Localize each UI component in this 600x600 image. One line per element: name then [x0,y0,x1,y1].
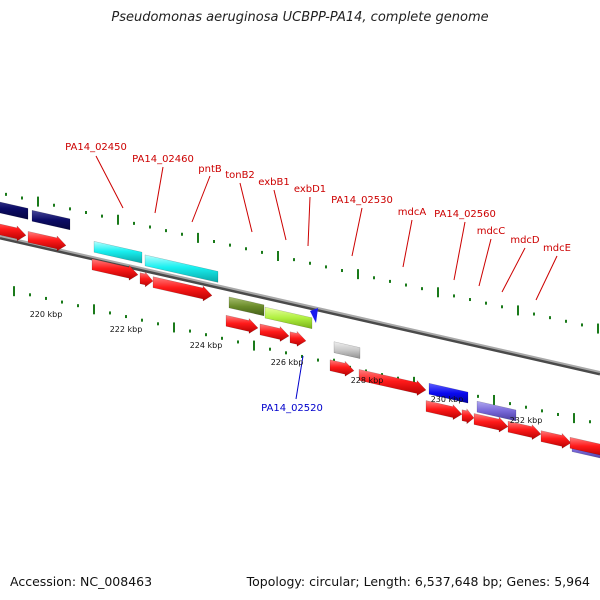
genome-backbone [0,235,600,373]
leader-line [273,189,287,241]
gene-block [93,240,143,264]
scale-label-220: 220 kbp [30,310,63,319]
cds-arrow [289,330,307,347]
leader-line [191,175,211,223]
leader-line [307,196,311,247]
leader-line [501,247,526,293]
gene-label-mdca[interactable]: mdcA [398,207,427,218]
label-leader-lines [95,155,558,400]
gene-block [333,341,361,359]
cds-arrow [329,359,355,377]
cds-arrow [507,420,542,441]
topology-text: Topology: circular; Length: 6,537,648 bp… [246,574,590,589]
accession-text: Accession: NC_008463 [10,574,153,589]
scale-labels: 220 kbp 222 kbp 224 kbp 226 kbp 228 kbp … [30,310,543,425]
gene-label-pa14-02520[interactable]: PA14_02520 [261,403,323,414]
scale-label-224: 224 kbp [190,341,223,350]
leader-line [154,166,164,214]
genome-backbone-shadow [0,236,600,376]
leader-line [535,255,558,301]
cds-arrow [358,369,427,396]
gene-label-pntb[interactable]: pntB [198,164,222,175]
leader-line [453,221,466,281]
cds-arrow [225,314,259,334]
scale-label-228: 228 kbp [351,376,384,385]
scale-label-226: 226 kbp [271,358,304,367]
gene-block [428,382,469,404]
scale-label-230: 230 kbp [431,395,464,404]
cds-arrow [139,271,154,288]
scale-label-222: 222 kbp [110,325,143,334]
highlight-gene-marker[interactable] [310,308,318,323]
cds-arrow [152,276,213,302]
cds-arrow [0,223,27,242]
leader-line [478,238,492,287]
gene-block [0,201,29,220]
leader-line [95,155,124,209]
gene-label-pa14-02460[interactable]: PA14_02460 [132,154,194,165]
gene-block [476,400,517,422]
gene-label-mdcc[interactable]: mdcC [477,226,506,237]
cds-arrow [27,231,67,252]
gene-label-exbd1[interactable]: exbD1 [294,184,326,195]
gene-block [144,254,219,283]
leader-line [239,182,253,233]
gene-label-pa14-02530[interactable]: PA14_02530 [331,195,393,206]
cds-arrow [259,323,290,342]
leader-line [402,219,413,268]
cds-arrow [461,408,475,425]
cds-arrow [91,258,139,281]
leader-line [351,207,363,257]
cds-arrow [425,400,463,421]
upper-tick-track [5,192,599,334]
cds-arrow [569,436,600,456]
gene-block [31,209,71,231]
gene-label-mdce[interactable]: mdcE [543,243,571,254]
gene-label-tonb2[interactable]: tonB2 [225,170,255,181]
gene-track[interactable] [0,197,600,460]
gene-label-pa14-02450[interactable]: PA14_02450 [65,142,127,153]
gene-block [264,306,313,330]
gene-labels: PA14_02450 PA14_02460 pntB tonB2 exbB1 e… [65,142,571,414]
gene-label-pa14-02560[interactable]: PA14_02560 [434,209,496,220]
cds-arrow [540,430,572,449]
map-title: Pseudomonas aeruginosa UCBPP-PA14, compl… [111,10,489,25]
gene-block [228,296,265,317]
scale-label-232: 232 kbp [510,416,543,425]
leader-line [295,355,304,400]
gene-label-exbb1[interactable]: exbB1 [258,177,289,188]
gene-label-mdcd[interactable]: mdcD [510,235,540,246]
cds-arrow [473,413,509,433]
